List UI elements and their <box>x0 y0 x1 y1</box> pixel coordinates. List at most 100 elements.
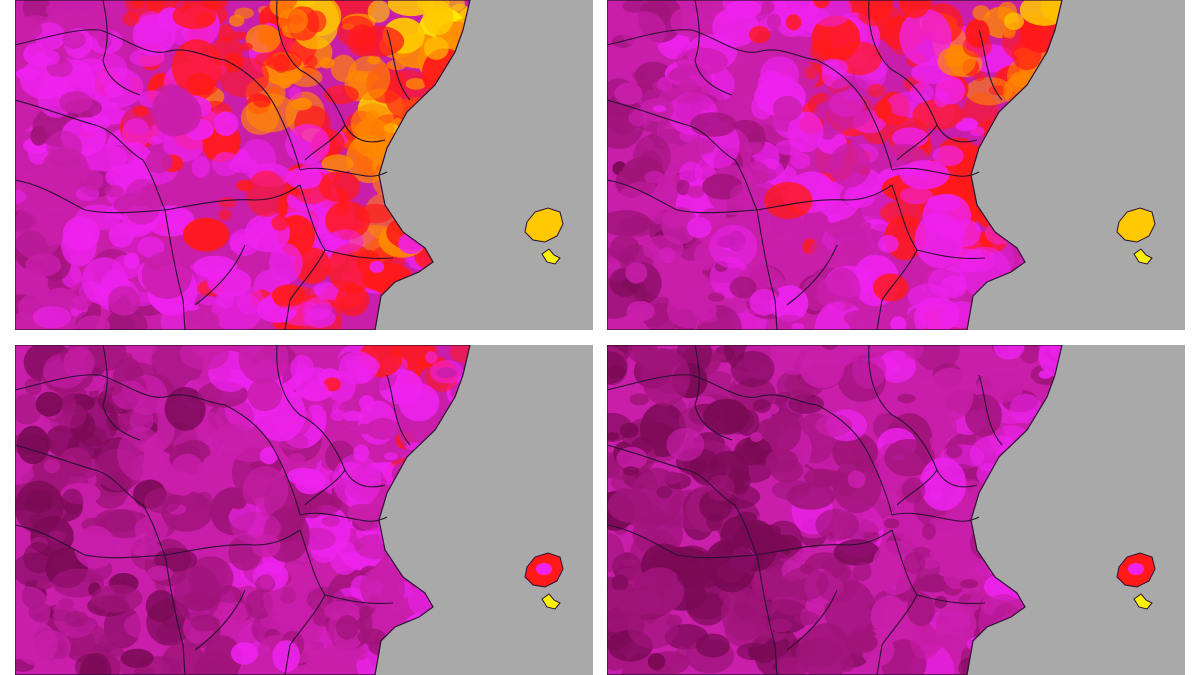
temperature-patch <box>616 446 648 470</box>
temperature-patch <box>837 41 882 76</box>
temperature-patch <box>259 447 278 465</box>
temperature-patch <box>15 621 58 666</box>
temperature-patch <box>82 170 104 191</box>
temperature-patch <box>15 97 40 124</box>
temperature-patch <box>272 640 301 673</box>
ibiza-inner-zone <box>1128 563 1144 575</box>
temperature-patch <box>179 345 229 371</box>
temperature-patch <box>815 566 860 603</box>
province-border <box>164 184 301 211</box>
formentera-island <box>541 593 561 610</box>
temperature-patch <box>335 284 370 317</box>
temperature-patch <box>109 312 135 330</box>
province-border <box>15 524 166 559</box>
temperature-patch <box>301 506 322 519</box>
temperature-patch <box>707 474 735 502</box>
temperature-patch <box>342 410 364 422</box>
province-border <box>224 59 301 171</box>
temperature-patch <box>271 215 289 231</box>
temperature-patch <box>24 377 42 396</box>
temperature-patch <box>922 523 936 540</box>
temperature-patch <box>731 297 747 314</box>
temperature-patch <box>750 432 763 443</box>
temperature-patch <box>335 614 359 640</box>
temperature-patch <box>736 643 769 661</box>
temperature-patch <box>231 31 248 40</box>
temperature-patch <box>164 387 206 431</box>
province-border <box>304 469 346 506</box>
temperature-patch <box>384 452 398 461</box>
temperature-patch <box>145 150 173 174</box>
temperature-patch <box>707 541 756 593</box>
province-border <box>194 244 246 306</box>
temperature-patch <box>386 59 407 71</box>
temperature-patch <box>872 540 918 595</box>
temperature-patch <box>43 459 61 474</box>
temperature-patch <box>931 414 957 440</box>
temperature-patch <box>288 453 306 464</box>
temperature-patch <box>626 300 655 322</box>
temperature-patch <box>707 292 725 302</box>
temperature-patch <box>74 525 117 569</box>
temperature-patch <box>751 94 774 120</box>
temperature-patch <box>104 184 124 198</box>
province-borders <box>15 0 411 330</box>
temperature-patch <box>859 221 872 230</box>
temperature-patch <box>231 642 258 665</box>
temperature-patch <box>765 411 802 452</box>
temperature-patch <box>937 46 976 77</box>
temperature-patch <box>16 425 50 465</box>
province-border <box>607 179 758 214</box>
province-border <box>607 444 758 556</box>
coastline <box>607 345 1063 675</box>
temperature-patch <box>972 5 990 21</box>
province-border <box>694 345 733 441</box>
temperature-patch <box>172 2 217 30</box>
temperature-patch <box>627 607 679 649</box>
temperature-patch <box>825 75 876 129</box>
temperature-patch <box>801 276 832 311</box>
temperature-patch <box>398 383 440 422</box>
temperature-patch <box>238 345 289 384</box>
temperature-patch <box>955 121 974 132</box>
temperature-patch <box>347 503 378 522</box>
province-border <box>386 29 411 101</box>
temperature-patch <box>213 111 239 136</box>
temperature-patch <box>1049 345 1062 362</box>
temperature-patch <box>754 601 776 617</box>
temperature-patch <box>242 210 255 221</box>
temperature-patch <box>813 0 830 9</box>
temperature-patch <box>285 124 330 165</box>
temperature-patch <box>703 398 750 435</box>
temperature-patch <box>663 471 682 485</box>
coastline <box>607 0 1063 330</box>
temperature-patch <box>350 103 395 146</box>
province-border <box>164 209 186 330</box>
temperature-patch <box>218 208 232 221</box>
temperature-patch <box>801 213 823 238</box>
province-border <box>164 529 301 556</box>
temperature-patch <box>884 438 935 477</box>
province-border <box>876 594 918 675</box>
temperature-patch <box>611 574 629 592</box>
province-border <box>756 529 893 556</box>
temperature-patch <box>15 264 26 286</box>
temperature-patch <box>851 308 890 330</box>
temperature-patch <box>623 466 640 476</box>
temperature-patch <box>900 160 950 190</box>
temperature-patch <box>644 170 664 184</box>
temperature-patch <box>664 64 713 104</box>
temperature-patch <box>32 306 72 329</box>
temperature-patch <box>790 152 811 170</box>
province-border <box>978 29 1003 101</box>
temperature-patch <box>903 345 924 360</box>
temperature-patch <box>678 407 706 435</box>
temperature-patch <box>686 217 712 239</box>
temperature-patch <box>760 56 800 93</box>
temperature-patch <box>863 530 880 544</box>
province-border <box>896 469 938 506</box>
temperature-patch <box>198 378 211 385</box>
temperature-patch <box>935 602 977 648</box>
temperature-patch <box>17 298 40 310</box>
temperature-patch <box>104 82 125 98</box>
